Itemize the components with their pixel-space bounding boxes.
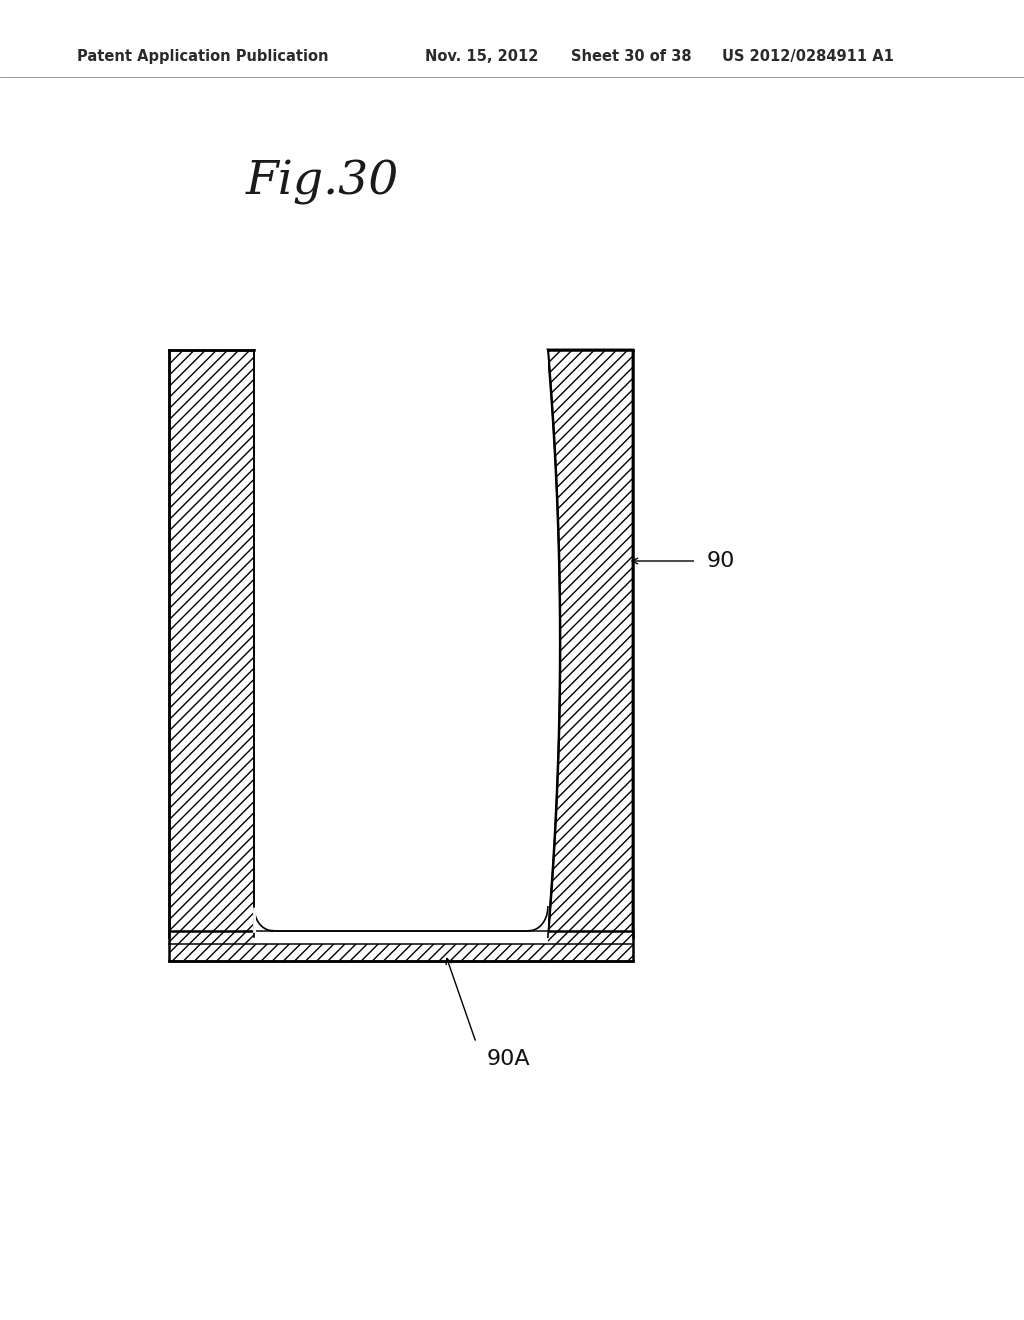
Text: US 2012/0284911 A1: US 2012/0284911 A1 xyxy=(722,49,894,63)
Bar xyxy=(169,350,254,937)
Bar xyxy=(169,931,633,961)
Polygon shape xyxy=(548,350,633,937)
Bar xyxy=(254,931,548,944)
Text: 90A: 90A xyxy=(486,1049,530,1069)
Text: Patent Application Publication: Patent Application Publication xyxy=(77,49,329,63)
Text: Fig.30: Fig.30 xyxy=(246,160,399,205)
Text: 90: 90 xyxy=(707,550,735,572)
Text: Sheet 30 of 38: Sheet 30 of 38 xyxy=(571,49,692,63)
Text: Nov. 15, 2012: Nov. 15, 2012 xyxy=(425,49,539,63)
Bar xyxy=(254,350,548,931)
